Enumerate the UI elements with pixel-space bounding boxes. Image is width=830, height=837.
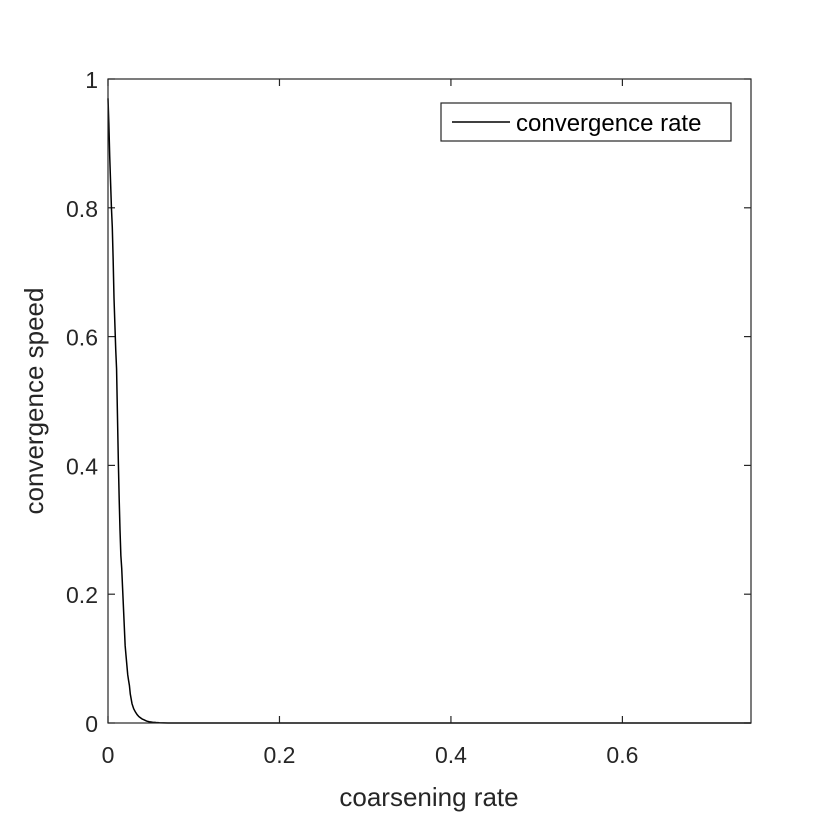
- y-tick-label: 0.4: [66, 453, 98, 479]
- axis-tick-labels: 0 0.2 0.4 0.6 0 0.2 0.4 0.6 0.8 1: [66, 67, 638, 768]
- x-tick-label: 0: [102, 742, 115, 768]
- plot-frame: [107, 78, 752, 724]
- legend: convergence rate: [440, 102, 732, 142]
- x-tick-label: 0.4: [435, 742, 467, 768]
- x-axis-title: coarsening rate: [339, 782, 518, 812]
- y-tick-label: 1: [85, 67, 98, 93]
- x-tick-label: 0.6: [606, 742, 638, 768]
- y-tick-label: 0.6: [66, 325, 98, 351]
- y-axis-title: convergence speed: [19, 288, 49, 515]
- x-tick-label: 0.2: [263, 742, 295, 768]
- legend-label: convergence rate: [516, 110, 701, 137]
- legend-box: [440, 102, 732, 142]
- y-tick-label: 0.8: [66, 196, 98, 222]
- y-tick-label: 0.2: [66, 582, 98, 608]
- y-tick-label: 0: [85, 711, 98, 737]
- plot-area: [108, 79, 751, 723]
